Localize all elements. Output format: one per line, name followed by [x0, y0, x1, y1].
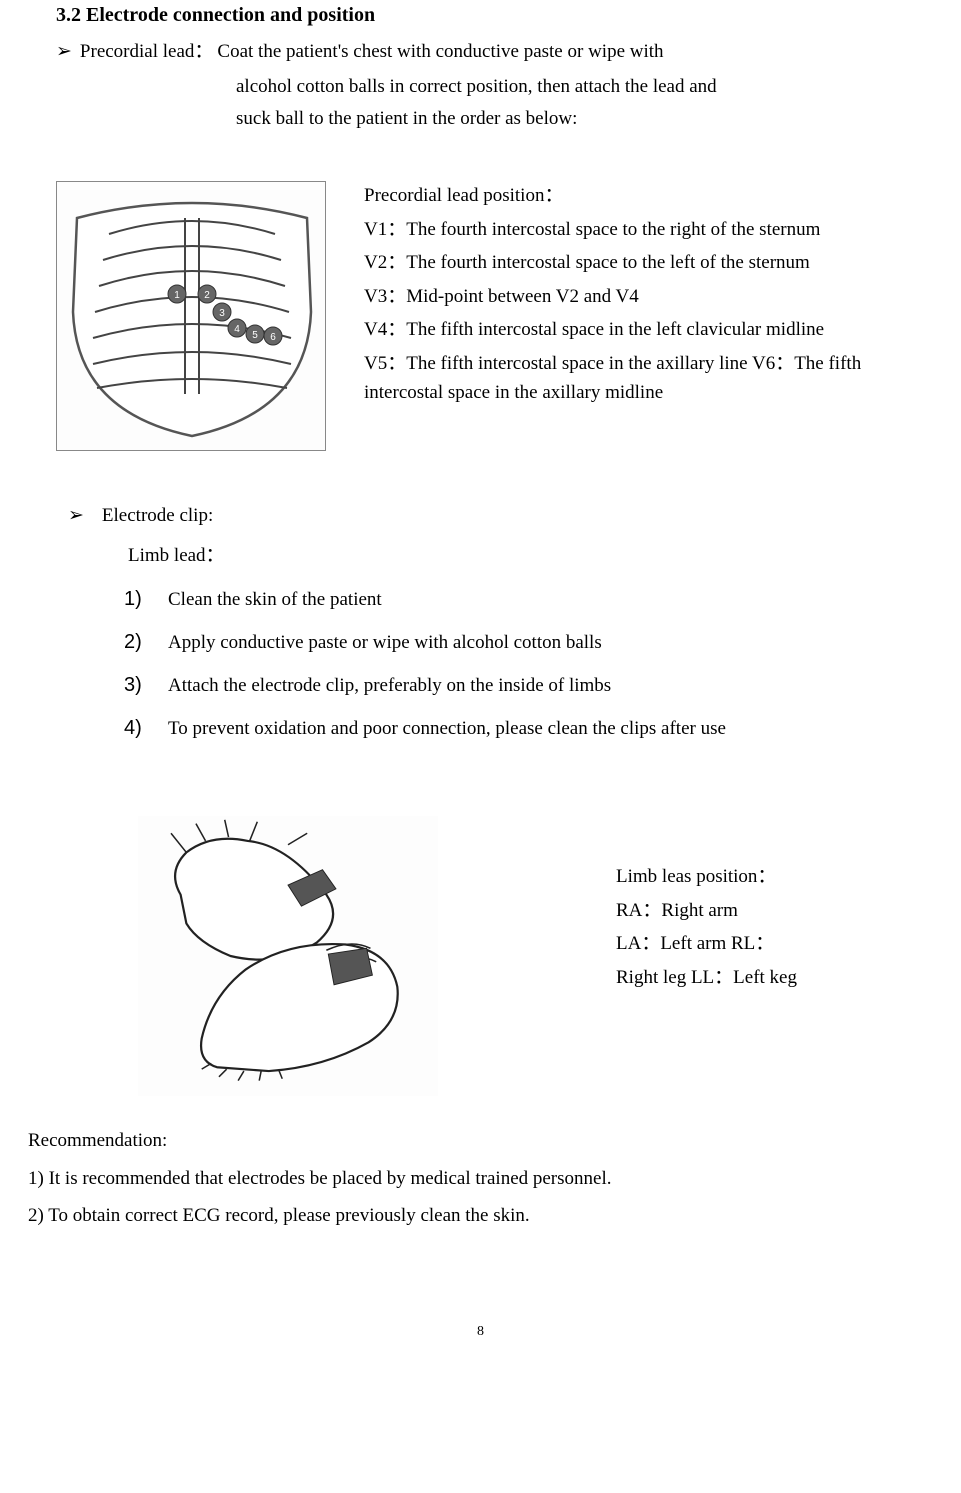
v5-v6-text: V5：The fifth intercostal space in the ax… [364, 349, 933, 408]
limb-svg [138, 816, 438, 1096]
limb-la-rl: LA：Left arm RL： [616, 929, 797, 958]
limb-lead-steps: 1) Clean the skin of the patient 2) Appl… [124, 584, 933, 744]
bullet-icon: ➢ [68, 501, 84, 530]
limb-diagram [138, 816, 438, 1096]
bullet-icon: ➢ [56, 37, 72, 66]
svg-text:6: 6 [270, 332, 276, 343]
recommendation-section: Recommendation: 1) It is recommended tha… [28, 1126, 933, 1230]
step-number: 1) [124, 584, 168, 615]
step-number: 4) [124, 713, 168, 744]
svg-text:4: 4 [234, 324, 240, 335]
chest-diagram: 1 234 5 6 [56, 181, 326, 451]
precordial-text-3: suck ball to the patient in the order as… [236, 104, 933, 133]
recommendation-title: Recommendation: [28, 1126, 933, 1155]
step-text: Apply conductive paste or wipe with alco… [168, 628, 602, 657]
svg-text:5: 5 [252, 330, 258, 341]
limb-figure-row: Limb leas position： RA：Right arm LA：Left… [138, 816, 933, 1096]
precordial-positions: Precordial lead position： V1：The fourth … [364, 181, 933, 411]
precordial-position-title: Precordial lead position： [364, 181, 933, 210]
step-text: To prevent oxidation and poor connection… [168, 714, 726, 743]
step-row: 2) Apply conductive paste or wipe with a… [124, 627, 933, 658]
step-number: 3) [124, 670, 168, 701]
step-text: Clean the skin of the patient [168, 585, 382, 614]
electrode-clip-title: Electrode clip: [102, 501, 213, 530]
page-number: 8 [28, 1321, 933, 1343]
limb-positions: Limb leas position： RA：Right arm LA：Left… [616, 862, 797, 996]
svg-text:1: 1 [174, 290, 180, 301]
precordial-text-2: alcohol cotton balls in correct position… [236, 72, 933, 101]
svg-text:2: 2 [204, 290, 210, 301]
step-text: Attach the electrode clip, preferably on… [168, 671, 611, 700]
limb-lead-subtitle: Limb lead： [128, 541, 933, 570]
precordial-label: Precordial lead： [80, 37, 213, 66]
recommendation-2: 2) To obtain correct ECG record, please … [28, 1201, 933, 1230]
svg-text:3: 3 [219, 308, 225, 319]
v1-text: V1：The fourth intercostal space to the r… [364, 215, 933, 244]
precordial-figure-row: 1 234 5 6 Precordial lead position： V1：The … [56, 181, 933, 451]
step-row: 1) Clean the skin of the patient [124, 584, 933, 615]
chest-svg: 1 234 5 6 [57, 182, 327, 452]
limb-ra: RA：Right arm [616, 896, 797, 925]
section-heading: 3.2 Electrode connection and position [56, 0, 933, 31]
v2-text: V2：The fourth intercostal space to the l… [364, 248, 933, 277]
v4-text: V4：The fifth intercostal space in the le… [364, 315, 933, 344]
electrode-clip-section: ➢ Electrode clip: Limb lead： 1) Clean th… [68, 501, 933, 744]
limb-ll: Right leg LL：Left keg [616, 963, 797, 992]
step-number: 2) [124, 627, 168, 658]
v3-text: V3：Mid-point between V2 and V4 [364, 282, 933, 311]
step-row: 3) Attach the electrode clip, preferably… [124, 670, 933, 701]
precordial-text-1: Coat the patient's chest with conductive… [217, 37, 663, 66]
recommendation-1: 1) It is recommended that electrodes be … [28, 1164, 933, 1193]
step-row: 4) To prevent oxidation and poor connect… [124, 713, 933, 744]
limb-position-title: Limb leas position： [616, 862, 797, 891]
precordial-lead-row: ➢ Precordial lead： Coat the patient's ch… [56, 37, 933, 66]
